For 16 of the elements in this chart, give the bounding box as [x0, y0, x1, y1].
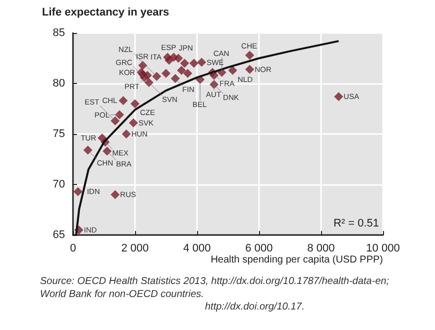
x-tick-label: 10 000	[366, 242, 400, 254]
annotation: R² = 0.51	[333, 218, 380, 230]
y-tick-label: 70	[52, 178, 65, 190]
x-tick-label: 2 000	[121, 242, 149, 254]
x-axis-title: Health spending per capita (USD PPP)	[210, 254, 383, 266]
x-tick-label: 8 000	[307, 242, 335, 254]
y-tick-label: 75	[52, 128, 65, 140]
x-tick-label: 0	[70, 242, 76, 254]
source-note: Source: OECD Health Statistics 2013, http://dx.doi.org/10.1787/health-data-en; World Bank for non-OECD countries.	[40, 276, 390, 300]
y-tick-label: 80	[52, 78, 65, 90]
text: http://dx.doi.org/10.17.	[205, 302, 305, 312]
y-tick-label: 65	[52, 229, 65, 241]
y-axis-title: Life expectancy in years	[42, 6, 170, 18]
x-tick-label: 6 000	[245, 242, 273, 254]
x-tick-label: 4 000	[183, 242, 211, 254]
y-tick-label: 85	[52, 27, 65, 39]
